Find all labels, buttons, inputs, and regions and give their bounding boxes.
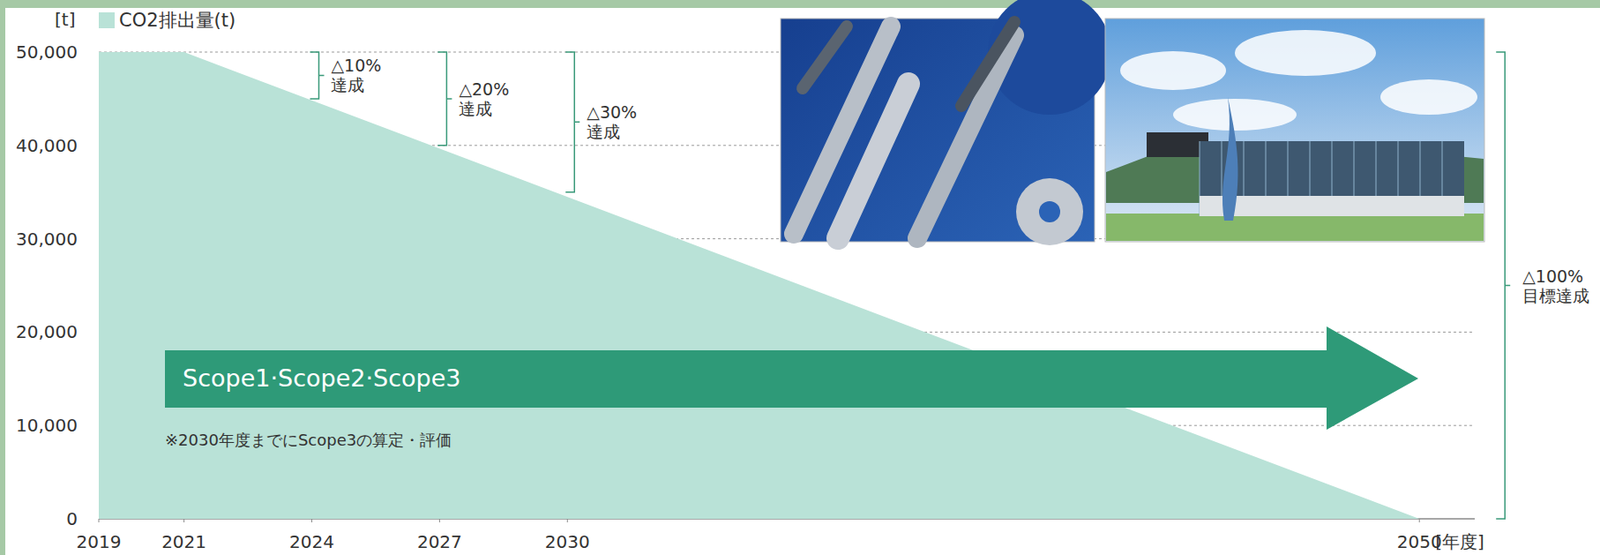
photo-shape: [1016, 178, 1084, 246]
x-tick-label: 2021: [161, 530, 207, 553]
photo-shape: [1199, 141, 1465, 217]
x-tick-label: 2024: [289, 530, 335, 553]
annotation-text: 達成: [330, 74, 365, 95]
photo-building: [1105, 18, 1485, 242]
x-tick-label: 2027: [417, 530, 463, 553]
y-axis-label: [t]: [54, 8, 75, 30]
photo-shape: [961, 22, 1015, 106]
annotation-text: △100%: [1522, 266, 1584, 286]
photo-shape: [1380, 79, 1478, 115]
note: ※2030年度までにScope3の算定・評価: [164, 430, 452, 449]
photo-shape: [1222, 97, 1238, 221]
photo-tools: [780, 0, 1112, 246]
photo-shape: [837, 83, 909, 239]
photo-shape: [1106, 213, 1484, 241]
x-tick: [311, 518, 313, 523]
legend-label: CO2排出量(t): [119, 9, 236, 31]
bracket: [1495, 52, 1511, 519]
x-axis-label: [年度]: [1435, 530, 1485, 553]
annotation-text: △10%: [330, 55, 382, 75]
frame: [0, 0, 1600, 555]
panel: [5, 7, 1600, 555]
area: [98, 52, 1420, 519]
arrow-label: Scope1·Scope2·Scope3: [182, 364, 461, 392]
plot-area: [98, 52, 1420, 519]
photo-shape: [1120, 51, 1227, 90]
scope-arrow: Scope1·Scope2·Scope3: [164, 326, 1419, 430]
annotation-text: △20%: [458, 79, 509, 99]
photo-shape: [1199, 195, 1465, 217]
y-tick-label: 30,000: [15, 228, 78, 250]
photo-shape: [1234, 29, 1376, 76]
annotation-text: 達成: [586, 121, 621, 142]
photo-shape: [917, 35, 1015, 239]
chart: 0 10,000 20,000 30,000 40,000 50,000 2019 2021 2…: [0, 0, 1600, 555]
y-tick-label: 0: [66, 508, 78, 530]
legend-swatch: [98, 12, 115, 29]
x-tick: [1419, 518, 1421, 523]
annotation-text: 目標達成: [1522, 285, 1590, 306]
annotation-text: 達成: [458, 98, 493, 119]
x-tick-label: 2030: [545, 530, 591, 553]
annotation-text: △30%: [586, 102, 637, 122]
photo-shape: [1173, 98, 1297, 131]
x-tick: [183, 518, 185, 523]
photo-shape: [802, 26, 847, 89]
bracket: [565, 52, 580, 193]
photo-bg: [1105, 18, 1485, 242]
x-tick: [439, 518, 441, 523]
x-tick-label: 2019: [76, 530, 122, 553]
x-tick: [567, 518, 569, 523]
y-tick-label: 50,000: [15, 41, 78, 63]
x-tick: [98, 518, 100, 523]
bracket: [309, 52, 324, 99]
bracket: [437, 52, 452, 146]
arrow-shape: [164, 326, 1419, 430]
photo-shape: [1039, 201, 1061, 223]
y-tick-label: 10,000: [15, 414, 78, 436]
y-tick-label: 20,000: [15, 321, 78, 343]
y-tick-label: 40,000: [15, 134, 78, 157]
